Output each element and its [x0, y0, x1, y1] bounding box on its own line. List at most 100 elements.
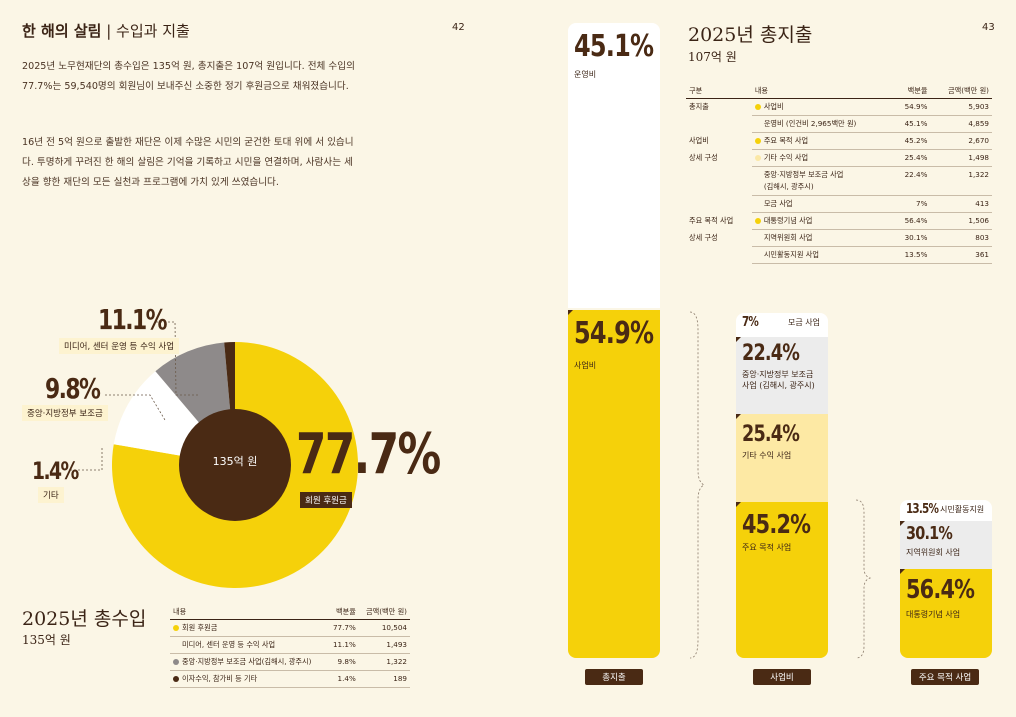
cell-amount: 1,322 [930, 166, 992, 196]
cell-content: 중앙·지방정부 보조금 사업(김해시, 광주시) [751, 166, 893, 196]
bar-label-business: 사업비 [753, 669, 811, 685]
cell-amount: 803 [930, 229, 992, 247]
legend-dot [754, 138, 761, 144]
total-expense-bar: 45.1% 운영비 54.9% 사업비 [568, 23, 660, 658]
table-row: 이자수익, 참가비 등 기타 1.4% 189 [170, 670, 410, 688]
cell-amount: 1,498 [930, 149, 992, 167]
cell-amount: 189 [358, 670, 410, 688]
table-row: 시민활동지원 사업 13.5% 361 [686, 246, 992, 264]
cell-group: 총지출 [689, 102, 709, 111]
segment-marker [736, 502, 741, 508]
cell-pct: 11.1% [327, 636, 359, 654]
col-amount: 금액(백만 원) [930, 84, 992, 99]
bar-segment-1: 13.5% 시민활동지원 [900, 500, 992, 522]
business-expense-bar: 7% 모금 사업 22.4% 중앙·지방정부 보조금 사업 (김해시, 광주시) 25.… [736, 313, 828, 658]
bar-segment-3: 56.4% 대통령기념 사업 [900, 568, 992, 658]
segment-category-label: 사업비 [574, 361, 597, 371]
cell-content: 지역위원회 사업 [751, 229, 893, 247]
table-row: 주요 목적 사업 대통령기념 사업 56.4% 1,506 [686, 212, 992, 230]
main-project-bar: 13.5% 시민활동지원 30.1% 지역위원회 사업 56.4% 대통령기념 사업 [900, 500, 992, 658]
legend-dot [754, 155, 761, 161]
cell-content: 중앙·지방정부 보조금 사업(김해시, 광주시) [170, 653, 328, 671]
income-table: 내용 백분율 금액(백만 원) 회원 후원금 77.7% 10,504 미디어, 센터… [170, 605, 410, 688]
table-row: 상세 구성 지역위원회 사업 30.1% 803 [686, 229, 992, 247]
legend-media: 미디어, 센터 운영 등 수익 사업 [59, 338, 180, 354]
donut-hole [179, 409, 291, 521]
cell-amount: 1,506 [930, 212, 992, 230]
segment-marker [736, 414, 741, 420]
legend-other: 기타 [38, 487, 64, 503]
bar-segment-1: 7% 모금 사업 [736, 313, 828, 338]
bar-segment-2: 30.1% 지역위원회 사업 [900, 521, 992, 569]
legend-gov: 중앙·지방정부 보조금 [22, 405, 108, 421]
segment-value-label: 54.9% [574, 316, 654, 352]
cell-content: 모금 사업 [751, 195, 893, 213]
cell-pct: 9.8% [327, 653, 359, 671]
segment-category-label: 대통령기념 사업 [906, 609, 961, 619]
cell-pct: 56.4% [892, 212, 931, 230]
cell-content: 이자수익, 참가비 등 기타 [170, 670, 328, 688]
cell-amount: 413 [930, 195, 992, 213]
col-content: 내용 [170, 605, 328, 620]
table-row: 총지출 사업비 54.9% 5,903 [686, 98, 992, 116]
cell-content: 대통령기념 사업 [751, 212, 893, 230]
cell-pct: 30.1% [892, 229, 931, 247]
expense-total: 107억 원 [688, 50, 737, 64]
cell-pct: 45.2% [892, 132, 931, 150]
segment-marker [736, 337, 741, 343]
segment-marker [900, 568, 905, 574]
segment-marker [900, 521, 905, 527]
cell-pct: 13.5% [892, 246, 931, 264]
cell-amount: 4,859 [930, 115, 992, 133]
cell-amount: 1,322 [358, 653, 410, 671]
legend-dot [754, 104, 761, 110]
intro-paragraph: 2025년 노무현재단의 총수입은 135억 원, 총지출은 107억 원입니다… [22, 61, 355, 92]
segment-category-label: 시민활동지원 [940, 505, 985, 514]
cell-amount: 2,670 [930, 132, 992, 150]
donut-center-label: 135억 원 [212, 455, 258, 468]
legend-dot [754, 218, 761, 224]
pct-label-gov: 9.8% [45, 372, 101, 405]
bar-label-main: 주요 목적 사업 [911, 669, 979, 685]
income-title: 2025년 총수입 [22, 608, 147, 630]
expense-title: 2025년 총지출 [688, 24, 813, 46]
segment-category-label: 지역위원회 사업 [906, 548, 961, 558]
cell-amount: 10,504 [358, 619, 410, 637]
bar-segment-2: 22.4% 중앙·지방정부 보조금 사업 (김해시, 광주시) [736, 337, 828, 415]
segment-value-label: 25.4% [742, 422, 800, 448]
pct-label-media: 11.1% [98, 303, 168, 336]
legend-member: 회원 후원금 [300, 492, 352, 508]
col-pct: 백분율 [327, 605, 359, 620]
legend-dot [173, 659, 179, 665]
table-row: 운영비 (인건비 2,965백만 원) 45.1% 4,859 [686, 115, 992, 133]
col-group: 구분 [686, 84, 752, 99]
cell-content: 기타 수익 사업 [751, 149, 893, 167]
col-content: 내용 [751, 84, 893, 99]
segment-value-label: 30.1% [906, 523, 953, 545]
segment-category-label: 중앙·지방정부 보조금 사업 (김해시, 광주시) [742, 370, 815, 391]
segment-value-label: 56.4% [906, 574, 975, 605]
history-paragraph: 16년 전 5억 원으로 출발한 재단은 이제 수많은 시민의 굳건한 토대 위… [22, 137, 354, 188]
table-row: 미디어, 센터 운영 등 수익 사업 11.1% 1,493 [170, 636, 410, 654]
income-donut-chart [112, 342, 359, 588]
bar-segment-2: 54.9% 사업비 [568, 310, 660, 658]
cell-group: 사업비 [689, 135, 709, 145]
cell-pct: 1.4% [327, 670, 359, 688]
cell-pct: 25.4% [892, 149, 931, 167]
segment-category-label: 주요 목적 사업 [742, 543, 792, 553]
bar-segment-3: 25.4% 기타 수익 사업 [736, 414, 828, 503]
cell-content: 운영비 (인건비 2,965백만 원) [751, 115, 893, 133]
table-row: 사업비 주요 목적 사업 45.2% 2,670 [686, 132, 992, 150]
col-pct: 백분율 [892, 84, 931, 99]
pct-label-member: 77.7% [296, 422, 441, 487]
title-sub: | 수입과 지출 [101, 22, 190, 40]
cell-content: 미디어, 센터 운영 등 수익 사업 [170, 636, 328, 654]
cell-content: 사업비 [751, 98, 893, 116]
cell-group: 상세 구성 [689, 152, 718, 162]
segment-value-label: 45.2% [742, 510, 811, 541]
cell-amount: 1,493 [358, 636, 410, 654]
segment-value-label: 45.1% [574, 29, 654, 64]
segment-value-label: 22.4% [742, 341, 800, 367]
table-row: 상세 구성 기타 수익 사업 25.4% 1,498 [686, 149, 992, 167]
brace-main [855, 499, 872, 659]
